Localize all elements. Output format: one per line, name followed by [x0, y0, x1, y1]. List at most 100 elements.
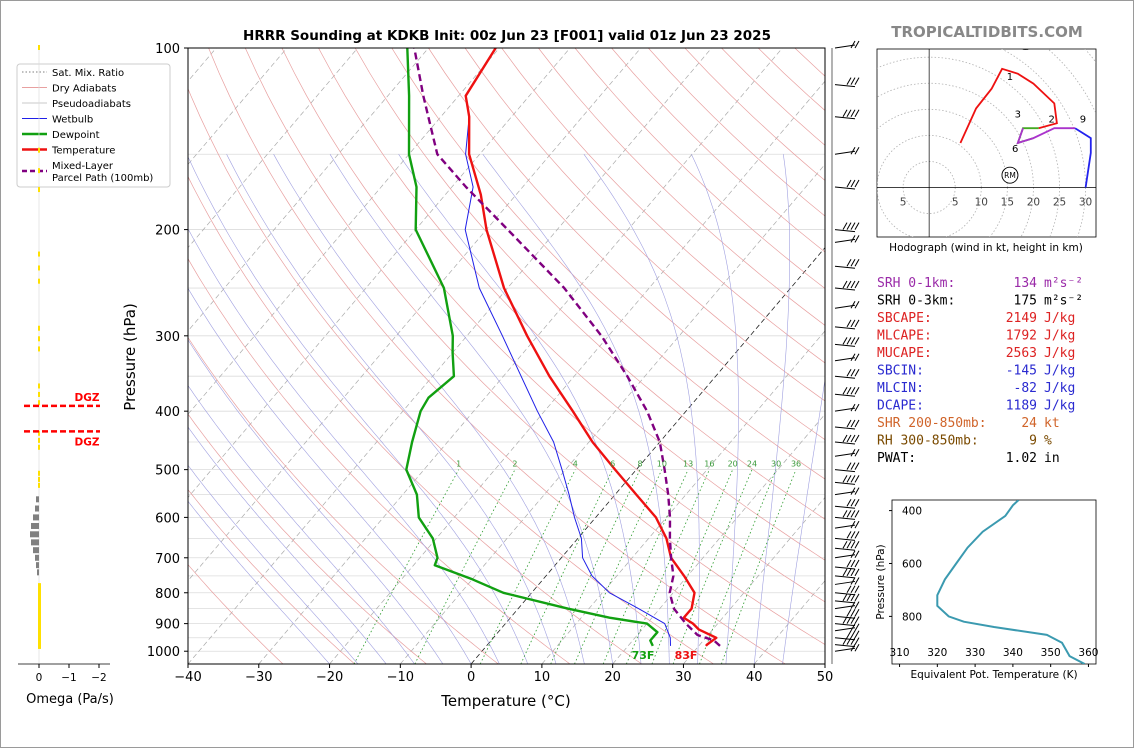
barb-staff	[834, 524, 856, 529]
barb-flag	[854, 550, 860, 559]
dgz-label: DGZ	[75, 436, 100, 448]
wind-barb	[834, 568, 860, 579]
parameter-row: PWAT: 1.02 in	[877, 451, 1060, 466]
barb-flag	[846, 630, 852, 639]
parameter-unit: J/kg	[1044, 311, 1075, 326]
parameter-label: MUCAPE:	[877, 346, 932, 361]
moist-adiabat	[753, 154, 790, 664]
hodograph-height-label: 1	[1007, 72, 1013, 83]
barb-flag	[846, 109, 852, 117]
barb-flag	[854, 280, 860, 289]
omega-bar	[31, 539, 39, 546]
parameter-label: SRH 0-3km:	[877, 294, 955, 309]
omega-bar	[38, 336, 40, 342]
barb-flag	[842, 387, 848, 395]
barb-flag	[850, 419, 856, 428]
omega-bar	[38, 642, 41, 649]
omega-bar	[38, 400, 40, 406]
parameter-value: 2563	[1006, 346, 1037, 361]
mixing-ratio-line	[651, 469, 734, 664]
omega-bar	[38, 278, 40, 284]
barb-staff	[834, 647, 856, 652]
barb-staff	[834, 637, 856, 641]
wind-barb	[834, 368, 860, 379]
barb-flag	[850, 520, 856, 529]
storm-motion-label: RM	[1004, 171, 1016, 180]
y-tick-label: 700	[155, 552, 180, 567]
omega-bar	[37, 569, 39, 576]
dry-adiabat	[281, 48, 825, 603]
surface-dewpoint-label: 73F	[632, 649, 655, 662]
barb-staff	[834, 150, 856, 155]
barb-staff	[834, 469, 856, 473]
x-tick-label: 50	[817, 670, 834, 685]
omega-tick-label: 0	[36, 672, 43, 684]
barb-flag	[854, 337, 860, 345]
barb-flag	[846, 368, 852, 377]
skewt-axes: −40 −30 −20 −10 0 10 20 30 40 50 100 200 300 400 500 60…	[147, 42, 833, 685]
parameter-value: 175	[1014, 294, 1037, 309]
barb-flag	[850, 448, 856, 457]
omega-bar	[35, 554, 39, 561]
parameter-label: DCAPE:	[877, 399, 924, 414]
barb-flag	[850, 387, 856, 395]
parameter-value: 2149	[1006, 311, 1037, 326]
barb-staff	[834, 116, 856, 120]
barb-flag	[854, 146, 860, 155]
parameter-value: 1189	[1006, 399, 1037, 414]
y-tick-label: 200	[155, 224, 180, 239]
wind-barb	[834, 608, 860, 619]
parameter-value: 134	[1014, 276, 1038, 291]
omega-bar	[38, 187, 40, 193]
hodograph-ring-label: 5	[900, 197, 907, 209]
barb-flag	[850, 541, 856, 549]
barb-staff	[834, 84, 856, 88]
omega-bar	[38, 45, 40, 50]
barb-staff	[834, 441, 856, 445]
wind-barb	[834, 623, 860, 632]
storm-motion-circle	[1001, 166, 1019, 184]
hodograph-9km-plus	[1074, 127, 1092, 188]
barb-flag	[854, 510, 860, 518]
wind-barb	[834, 475, 860, 485]
barb-staff	[834, 566, 856, 570]
omega-bar	[36, 562, 39, 569]
parameter-unit: J/kg	[1044, 346, 1075, 361]
skewt-plot-frame	[187, 47, 826, 665]
barb-flag	[850, 109, 856, 117]
legend-label: Pseudoadiabats	[52, 99, 131, 110]
parameter-unit: J/kg	[1044, 381, 1075, 396]
parcel-path-line	[413, 48, 721, 647]
barb-flag	[846, 179, 852, 188]
barb-staff	[834, 44, 856, 49]
parameter-unit: J/kg	[1044, 399, 1075, 414]
legend-label: Mixed-Layer	[52, 161, 114, 172]
barb-flag	[850, 550, 856, 559]
isotherm	[188, 48, 500, 415]
x-tick-label: 10	[534, 670, 551, 685]
barb-flag	[854, 434, 860, 443]
barb-staff	[834, 627, 856, 632]
barb-staff	[834, 326, 856, 330]
barb-flag	[854, 559, 860, 568]
barb-flag	[850, 487, 856, 495]
moist-adiabat	[273, 154, 585, 664]
barb-flag	[846, 616, 852, 624]
barb-staff	[834, 287, 856, 291]
barb-flag	[850, 510, 856, 518]
barb-flag	[850, 498, 856, 507]
mix-ratio-label: 4	[573, 460, 578, 469]
watermark: TROPICALTIDBITS.COM	[891, 23, 1083, 41]
barb-flag	[850, 630, 856, 639]
wind-barb	[834, 222, 860, 233]
moist-adiabat	[188, 500, 330, 664]
barb-staff	[834, 547, 856, 551]
skewt-background-lines	[188, 48, 825, 664]
moist-adiabat	[188, 339, 444, 664]
parameter-row: SHR 200-850mb: 24 kt	[877, 416, 1060, 431]
omega-tick-label: −1	[61, 672, 76, 684]
omega-bar	[38, 437, 40, 443]
omega-bar	[38, 147, 40, 153]
omega-bar	[31, 522, 39, 529]
